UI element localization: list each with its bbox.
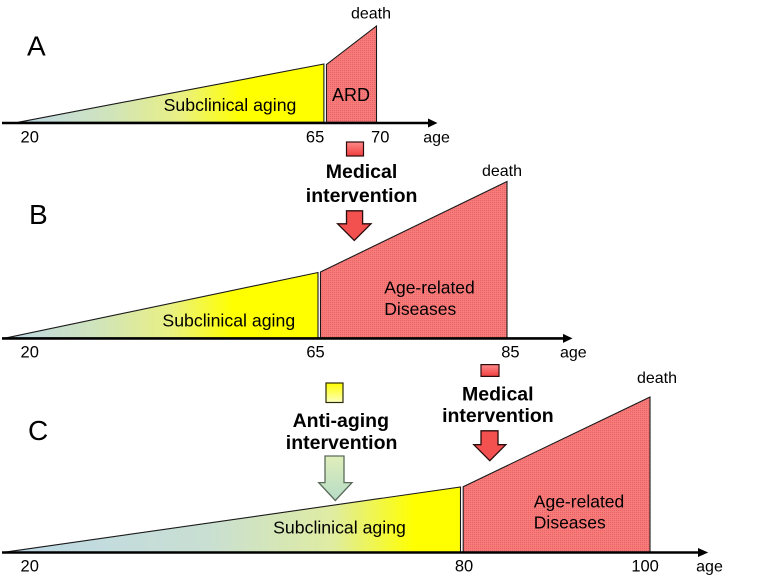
- svg-text:65: 65: [306, 128, 324, 146]
- svg-text:B: B: [29, 199, 48, 230]
- svg-text:Anti-aging: Anti-aging: [293, 410, 389, 432]
- svg-text:intervention: intervention: [306, 185, 418, 207]
- svg-text:80: 80: [455, 557, 473, 575]
- svg-text:C: C: [28, 415, 48, 446]
- svg-text:intervention: intervention: [286, 432, 398, 454]
- svg-text:20: 20: [21, 557, 39, 575]
- svg-text:death: death: [637, 370, 677, 387]
- svg-text:Age-related: Age-related: [534, 492, 624, 512]
- svg-text:70: 70: [371, 128, 389, 146]
- svg-text:Diseases: Diseases: [534, 513, 606, 533]
- svg-text:Medical: Medical: [462, 384, 534, 406]
- svg-text:A: A: [27, 31, 46, 62]
- svg-text:Subclinical aging: Subclinical aging: [162, 311, 295, 331]
- svg-text:age: age: [696, 558, 723, 575]
- svg-text:65: 65: [306, 344, 324, 362]
- svg-text:Diseases: Diseases: [384, 299, 456, 319]
- svg-text:ARD: ARD: [332, 85, 370, 105]
- svg-text:death: death: [482, 163, 522, 180]
- svg-text:20: 20: [21, 344, 39, 362]
- svg-text:age: age: [560, 345, 587, 362]
- svg-text:intervention: intervention: [442, 405, 554, 427]
- svg-text:100: 100: [631, 557, 659, 575]
- svg-text:20: 20: [21, 128, 39, 146]
- svg-text:age: age: [423, 129, 450, 146]
- svg-text:Medical: Medical: [326, 161, 398, 183]
- svg-text:85: 85: [501, 344, 519, 362]
- svg-text:death: death: [351, 6, 391, 23]
- svg-text:Subclinical aging: Subclinical aging: [164, 95, 297, 115]
- svg-text:Subclinical aging: Subclinical aging: [273, 518, 406, 538]
- svg-text:Age-related: Age-related: [384, 278, 474, 298]
